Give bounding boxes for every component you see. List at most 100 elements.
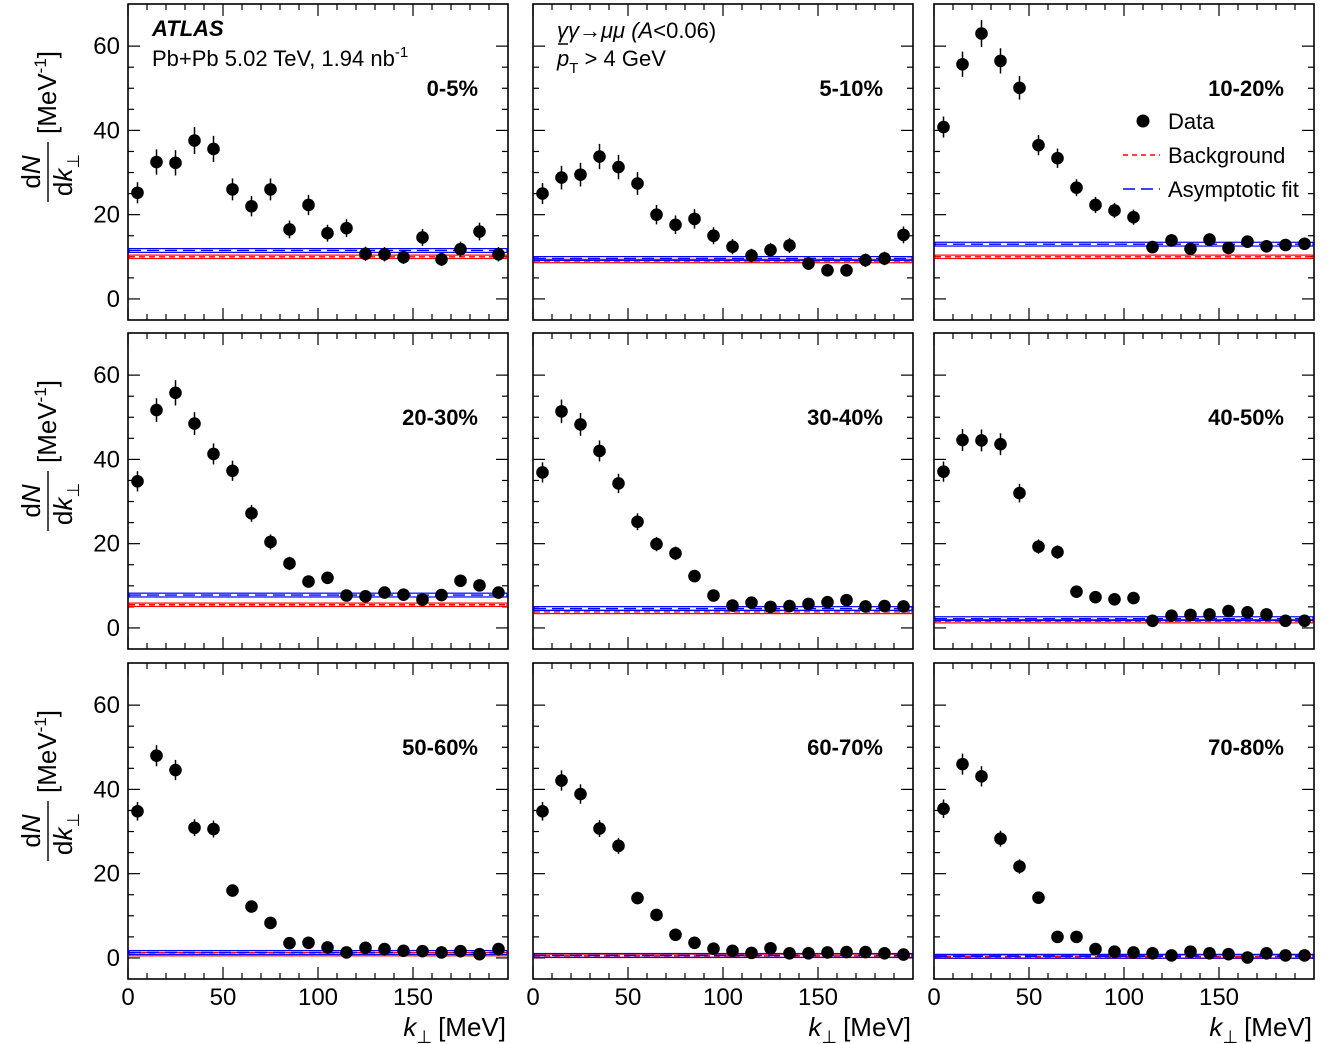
data-point xyxy=(956,57,969,71)
x-tick-label: 150 xyxy=(393,984,433,1011)
panel-frame xyxy=(127,332,509,650)
y-tick-label: 60 xyxy=(93,33,120,60)
data-point xyxy=(897,948,910,961)
data-point xyxy=(975,770,988,783)
data-point xyxy=(1013,860,1026,873)
data-point xyxy=(1032,540,1045,553)
data-point xyxy=(473,947,486,961)
data-point xyxy=(340,221,353,235)
data-point xyxy=(207,822,220,836)
y-title-numerator: dN xyxy=(16,155,46,188)
y-title-denominator: dk⊥ xyxy=(48,154,83,196)
centrality-label: 10-20% xyxy=(1208,76,1284,101)
legend-fit-label: Asymptotic fit xyxy=(1168,177,1299,202)
data-point xyxy=(1146,946,1159,960)
data-point xyxy=(321,571,334,585)
data-point xyxy=(1127,591,1140,605)
data-point xyxy=(688,569,701,583)
data-point xyxy=(840,263,853,277)
data-point xyxy=(1108,945,1121,958)
data-point xyxy=(1279,614,1292,628)
experiment-label: ATLAS xyxy=(151,16,224,41)
data-point xyxy=(1165,949,1178,962)
panel-frame xyxy=(127,662,509,980)
data-point xyxy=(1260,608,1273,621)
centrality-label: 5-10% xyxy=(819,76,883,101)
data-point xyxy=(783,599,796,613)
data-point xyxy=(321,941,334,954)
data-point xyxy=(1298,949,1311,962)
data-point xyxy=(821,595,834,609)
y-tick-label: 40 xyxy=(93,776,120,803)
data-point xyxy=(764,243,777,257)
data-point xyxy=(188,417,201,430)
data-point xyxy=(878,599,891,613)
data-point xyxy=(975,434,988,447)
data-point xyxy=(188,134,201,147)
x-tick-label: 50 xyxy=(210,984,237,1011)
data-point xyxy=(397,944,410,958)
y-title-unit: [MeV-1] xyxy=(31,51,62,134)
panel-frame xyxy=(532,332,914,650)
centrality-label: 0-5% xyxy=(427,76,478,101)
x-tick-label: 0 xyxy=(121,984,134,1011)
data-point xyxy=(1184,945,1197,958)
process-label: γγ→μμ (A<0.06) xyxy=(557,18,716,43)
data-point xyxy=(226,464,239,478)
data-point xyxy=(340,946,353,959)
data-point xyxy=(150,155,163,169)
data-point xyxy=(340,589,353,602)
data-point xyxy=(1260,946,1273,960)
data-point xyxy=(1241,606,1254,619)
data-point xyxy=(492,586,505,599)
panel-60-70%: 0 50 100 150 60-70% xyxy=(526,662,914,1011)
data-point xyxy=(283,223,296,236)
data-point xyxy=(188,821,201,835)
data-point xyxy=(555,171,568,184)
data-point xyxy=(245,900,258,913)
data-point xyxy=(131,805,144,818)
y-tick-label: 20 xyxy=(93,202,120,229)
data-point xyxy=(859,253,872,267)
data-point xyxy=(764,600,777,614)
pt-cut-label: pT > 4 GeV xyxy=(556,46,666,77)
data-point xyxy=(359,247,372,261)
panel-frame xyxy=(933,332,1315,650)
data-point xyxy=(593,150,606,163)
data-point xyxy=(226,884,239,897)
x-axis-titles: k⊥ [MeV] k⊥ [MeV] k⊥ [MeV] xyxy=(403,1012,1312,1044)
data-point xyxy=(264,183,277,196)
data-point xyxy=(707,589,720,602)
data-point xyxy=(783,239,796,252)
data-point xyxy=(1070,585,1083,598)
data-point xyxy=(435,588,448,602)
y-title-numerator: dN xyxy=(16,484,46,517)
data-point xyxy=(688,936,701,950)
data-point xyxy=(1203,608,1216,621)
data-point xyxy=(631,177,644,190)
data-point xyxy=(536,466,549,479)
data-point xyxy=(1127,946,1140,959)
data-point xyxy=(321,226,334,240)
x-tick-label: 150 xyxy=(1199,984,1239,1011)
data-point xyxy=(574,787,587,801)
data-point xyxy=(1032,891,1045,904)
panel-frame xyxy=(933,662,1315,980)
data-point xyxy=(574,168,587,181)
y-tick-label: 0 xyxy=(107,945,120,972)
data-point xyxy=(378,247,391,261)
data-point xyxy=(897,228,910,242)
data-point xyxy=(574,418,587,431)
data-point xyxy=(150,749,163,762)
data-point xyxy=(878,946,891,960)
data-point xyxy=(131,186,144,200)
data-point xyxy=(378,586,391,599)
data-point xyxy=(650,537,663,551)
data-point xyxy=(454,242,467,256)
y-tick-label: 20 xyxy=(93,861,120,888)
data-point xyxy=(669,547,682,560)
y-tick-label: 0 xyxy=(107,615,120,642)
data-point xyxy=(937,465,950,478)
